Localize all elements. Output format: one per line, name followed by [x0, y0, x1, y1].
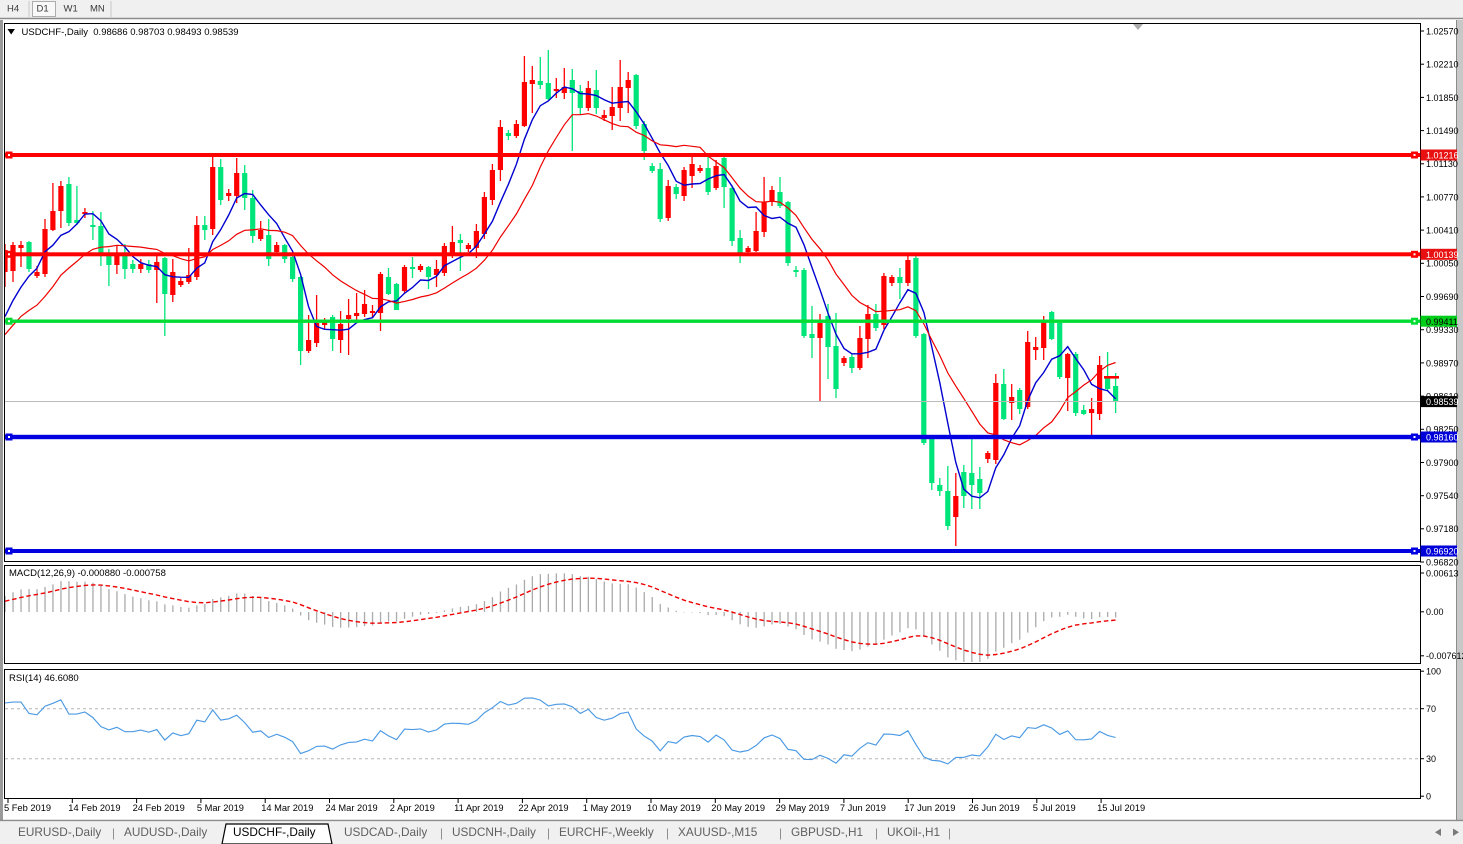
svg-text:EURCHF-,Weekly: EURCHF-,Weekly: [559, 825, 654, 839]
svg-text:AUDUSD-,Daily: AUDUSD-,Daily: [124, 825, 207, 839]
svg-text:5 Jul 2019: 5 Jul 2019: [1033, 803, 1076, 813]
svg-text:1.01850: 1.01850: [1426, 93, 1459, 103]
svg-text:GBPUSD-,H1: GBPUSD-,H1: [791, 825, 863, 839]
svg-text:1.00050: 1.00050: [1426, 259, 1459, 269]
svg-text:UKOil-,H1: UKOil-,H1: [887, 825, 940, 839]
svg-text:0.96820: 0.96820: [1426, 557, 1459, 567]
svg-text:H4: H4: [7, 4, 19, 15]
svg-text:7 Jun 2019: 7 Jun 2019: [840, 803, 886, 813]
svg-text:XAUUSD-,M15: XAUUSD-,M15: [678, 825, 758, 839]
svg-text:0: 0: [1426, 792, 1431, 802]
svg-text:1.01130: 1.01130: [1426, 159, 1458, 169]
svg-text:USDCAD-,Daily: USDCAD-,Daily: [344, 825, 427, 839]
svg-text:0.00613: 0.00613: [1426, 568, 1459, 578]
svg-text:14 Feb 2019: 14 Feb 2019: [68, 803, 120, 813]
svg-text:|: |: [112, 826, 115, 840]
svg-text:0.99690: 0.99690: [1426, 292, 1459, 302]
svg-text:5 Feb 2019: 5 Feb 2019: [4, 803, 51, 813]
svg-text:USDCNH-,Daily: USDCNH-,Daily: [452, 825, 536, 839]
svg-text:|: |: [948, 826, 951, 840]
svg-text:1.00139: 1.00139: [1426, 250, 1459, 260]
svg-text:29 May 2019: 29 May 2019: [776, 803, 830, 813]
svg-text:1.02210: 1.02210: [1426, 60, 1459, 70]
svg-text:0.97180: 0.97180: [1426, 524, 1459, 534]
svg-text:20 May 2019: 20 May 2019: [711, 803, 765, 813]
svg-text:|: |: [875, 826, 878, 840]
svg-text:-0.007612: -0.007612: [1426, 651, 1463, 661]
svg-text:0.98160: 0.98160: [1426, 433, 1459, 443]
svg-text:100: 100: [1426, 667, 1441, 677]
svg-text:D1: D1: [37, 4, 49, 15]
svg-text:1.01490: 1.01490: [1426, 126, 1459, 136]
svg-text:5 Mar 2019: 5 Mar 2019: [197, 803, 244, 813]
svg-text:0.99330: 0.99330: [1426, 325, 1459, 335]
svg-text:30: 30: [1426, 754, 1436, 764]
svg-text:11 Apr 2019: 11 Apr 2019: [454, 803, 503, 813]
svg-text:1.01216: 1.01216: [1426, 151, 1459, 161]
svg-text:1.00770: 1.00770: [1426, 192, 1459, 202]
svg-text:1.02570: 1.02570: [1426, 26, 1459, 36]
svg-text:0.97540: 0.97540: [1426, 491, 1459, 501]
svg-text:10 May 2019: 10 May 2019: [647, 803, 701, 813]
svg-text:26 Jun 2019: 26 Jun 2019: [969, 803, 1020, 813]
svg-text:1.00410: 1.00410: [1426, 226, 1459, 236]
svg-text:W1: W1: [64, 4, 78, 15]
svg-text:|: |: [547, 826, 550, 840]
svg-text:|: |: [440, 826, 443, 840]
svg-text:EURUSD-,Daily: EURUSD-,Daily: [18, 825, 101, 839]
svg-text:USDCHF-,Daily: USDCHF-,Daily: [233, 825, 316, 839]
svg-text:0.99411: 0.99411: [1426, 317, 1458, 327]
svg-text:0.00: 0.00: [1426, 607, 1444, 617]
svg-text:17 Jun 2019: 17 Jun 2019: [904, 803, 955, 813]
svg-text:0.96920: 0.96920: [1426, 547, 1459, 557]
svg-text:1 May 2019: 1 May 2019: [583, 803, 632, 813]
svg-text:0.98250: 0.98250: [1426, 425, 1459, 435]
svg-text:24 Feb 2019: 24 Feb 2019: [133, 803, 185, 813]
svg-text:MN: MN: [90, 4, 105, 15]
svg-text:24 Mar 2019: 24 Mar 2019: [326, 803, 378, 813]
svg-text:|: |: [779, 826, 782, 840]
svg-text:RSI(14) 46.6080: RSI(14) 46.6080: [9, 673, 79, 684]
svg-text:0.98970: 0.98970: [1426, 358, 1459, 368]
svg-text:22 Apr 2019: 22 Apr 2019: [518, 803, 568, 813]
svg-text:USDCHF-,Daily 0.98686 0.98703: USDCHF-,Daily 0.98686 0.98703 0.98493 0.…: [22, 27, 239, 38]
svg-text:14 Mar 2019: 14 Mar 2019: [261, 803, 313, 813]
svg-text:|: |: [666, 826, 669, 840]
svg-text:2 Apr 2019: 2 Apr 2019: [390, 803, 435, 813]
svg-text:15 Jul 2019: 15 Jul 2019: [1097, 803, 1145, 813]
svg-text:0.98539: 0.98539: [1426, 397, 1459, 407]
svg-text:0.97900: 0.97900: [1426, 458, 1459, 468]
svg-text:MACD(12,26,9) -0.000880 -0.000: MACD(12,26,9) -0.000880 -0.000758: [9, 568, 166, 579]
svg-text:70: 70: [1426, 704, 1436, 714]
